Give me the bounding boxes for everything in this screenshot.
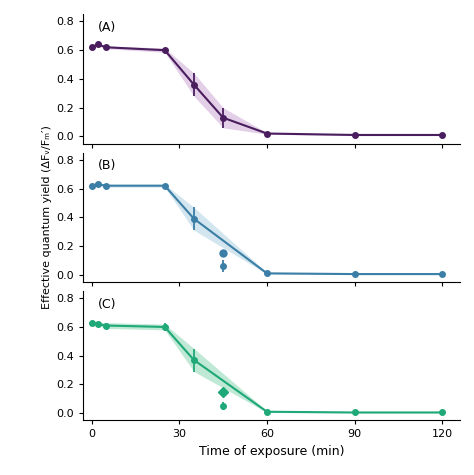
X-axis label: Time of exposure (min): Time of exposure (min)	[199, 445, 344, 458]
Y-axis label: Effective quantum yield (ΔFᵥ/Fₘ′): Effective quantum yield (ΔFᵥ/Fₘ′)	[42, 125, 52, 309]
Text: (C): (C)	[98, 297, 117, 311]
Text: (B): (B)	[98, 159, 117, 172]
Text: (A): (A)	[98, 21, 116, 34]
